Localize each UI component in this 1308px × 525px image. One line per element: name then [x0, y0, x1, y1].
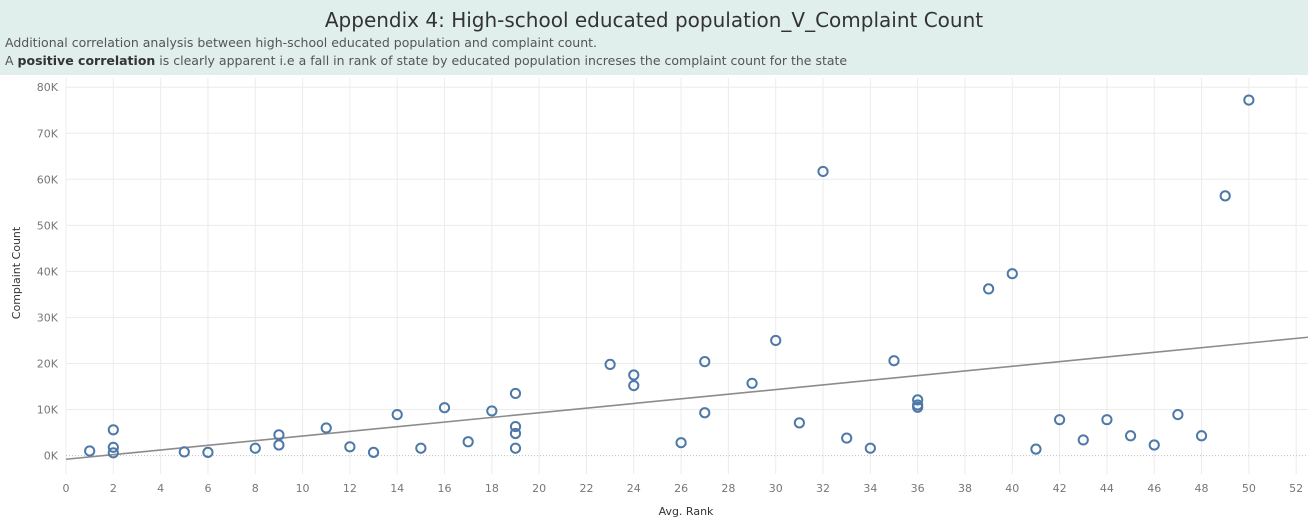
subtitle-prefix: A [5, 53, 18, 68]
data-point [344, 441, 356, 453]
data-point [864, 442, 876, 454]
x-axis-title: Avg. Rank [659, 505, 714, 518]
data-point [1219, 190, 1231, 202]
data-point [841, 432, 853, 444]
data-point [415, 442, 427, 454]
data-point [273, 439, 285, 451]
y-tick-label: 60K [37, 173, 59, 186]
data-point [84, 445, 96, 457]
data-point [1101, 414, 1113, 426]
data-point [107, 447, 119, 459]
data-point [1172, 409, 1184, 421]
data-point [509, 387, 522, 400]
data-point [1148, 439, 1160, 451]
x-tick-label: 40 [1005, 482, 1019, 495]
data-point [1077, 434, 1089, 446]
x-tick-label: 6 [204, 482, 211, 495]
y-tick-label: 40K [37, 265, 59, 278]
x-tick-label: 28 [721, 482, 735, 495]
data-point [746, 377, 758, 389]
trend-line [65, 336, 1308, 461]
data-point [817, 165, 829, 178]
x-tick-label: 18 [485, 482, 499, 495]
x-tick-label: 42 [1053, 482, 1067, 495]
x-tick-label: 36 [911, 482, 925, 495]
x-tick-label: 22 [579, 482, 593, 495]
data-point [462, 436, 474, 448]
y-tick-label: 10K [37, 404, 59, 417]
x-tick-label: 50 [1242, 482, 1256, 495]
data-point [628, 379, 640, 392]
data-point [1030, 443, 1042, 455]
data-point [628, 369, 640, 381]
x-tick-label: 16 [438, 482, 452, 495]
x-tick-label: 32 [816, 482, 830, 495]
y-tick-label: 30K [37, 311, 59, 324]
data-point [1006, 268, 1018, 280]
trend-line-group [65, 336, 1308, 461]
chart-header: Appendix 4: High-school educated populat… [0, 0, 1308, 75]
data-point [699, 356, 711, 368]
data-point [367, 446, 380, 458]
data-point [107, 441, 119, 453]
data-point [888, 355, 900, 367]
x-tick-label: 14 [390, 482, 404, 495]
data-points [84, 94, 1255, 459]
data-point [320, 422, 332, 434]
x-tick-label: 12 [343, 482, 357, 495]
data-point [438, 402, 451, 414]
y-tick-label: 70K [37, 127, 59, 140]
x-tick-label: 46 [1147, 482, 1161, 495]
subtitle-suffix: is clearly apparent i.e a fall in rank o… [155, 53, 848, 68]
data-point [1243, 94, 1255, 106]
data-point [1054, 414, 1066, 426]
y-tick-label: 0K [44, 450, 59, 463]
x-tick-label: 2 [110, 482, 117, 495]
chart-subtitle-line-1: Additional correlation analysis between … [5, 35, 598, 50]
data-point [1195, 430, 1208, 442]
x-tick-label: 20 [532, 482, 546, 495]
data-point [486, 405, 498, 417]
x-tick-label: 4 [157, 482, 164, 495]
data-point [912, 394, 924, 406]
y-tick-label: 80K [37, 81, 59, 94]
data-point [604, 358, 616, 371]
data-point [1124, 430, 1137, 442]
subtitle-emphasis: positive correlation [17, 53, 156, 68]
y-tick-label: 50K [37, 219, 59, 232]
data-point [107, 424, 119, 436]
grid-lines [65, 78, 1308, 474]
x-tick-label: 0 [63, 482, 70, 495]
axes: 0 2 4 6 8 10 12 14 16 18 20 22 24 26 28 30 32 34 36 38 40 42 4… [37, 81, 1303, 495]
data-point [509, 427, 522, 440]
y-tick-label: 20K [37, 357, 59, 370]
data-point [983, 283, 995, 295]
x-tick-label: 44 [1100, 482, 1114, 495]
x-tick-label: 52 [1289, 482, 1303, 495]
data-point [509, 420, 522, 433]
data-point [770, 334, 782, 347]
data-point [202, 446, 214, 458]
data-point [912, 401, 924, 413]
data-point [675, 437, 687, 449]
x-tick-label: 38 [958, 482, 972, 495]
x-tick-label: 26 [674, 482, 688, 495]
x-tick-label: 34 [863, 482, 877, 495]
chart-title: Appendix 4: High-school educated populat… [324, 8, 984, 32]
y-axis-title: Complaint Count [10, 226, 23, 319]
x-tick-label: 10 [296, 482, 310, 495]
x-tick-label: 48 [1195, 482, 1209, 495]
chart-subtitle-line-2: A positive correlation is clearly appare… [5, 53, 847, 68]
data-point [699, 407, 711, 419]
data-point [178, 446, 190, 458]
data-point [793, 417, 805, 429]
data-point [249, 442, 261, 454]
data-point [391, 409, 403, 421]
x-tick-label: 24 [627, 482, 641, 495]
x-tick-label: 8 [252, 482, 259, 495]
data-point [509, 442, 522, 454]
x-tick-label: 30 [769, 482, 783, 495]
